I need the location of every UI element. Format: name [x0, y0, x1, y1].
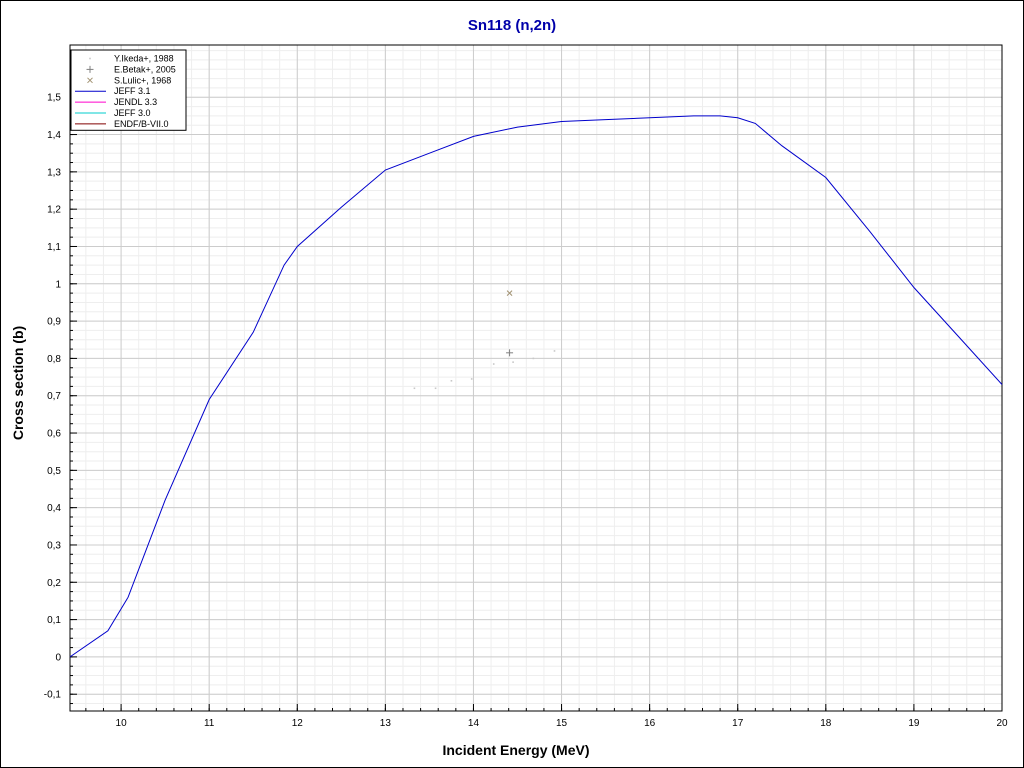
y-tick-label: 0,8: [47, 354, 61, 365]
y-tick-label: 1,3: [47, 167, 61, 178]
x-tick-label: 17: [732, 718, 744, 729]
y-tick-label: 0,9: [47, 317, 61, 328]
x-axis-label: Incident Energy (MeV): [442, 742, 589, 758]
data-point: [553, 350, 556, 352]
y-tick-label: 0,5: [47, 466, 61, 477]
y-tick-label: 0,7: [47, 391, 61, 402]
data-point: [492, 363, 495, 365]
cross-marker-b: [87, 77, 93, 84]
x-tick-label: 14: [468, 718, 480, 729]
x-tick-label: 19: [908, 718, 920, 729]
data-point: [413, 387, 416, 390]
chart-title: Sn118 (n,2n): [468, 17, 556, 34]
y-axis-label: Cross section (b): [10, 326, 26, 440]
y-tick-label: 0,6: [47, 429, 61, 440]
major-grid: [70, 45, 1003, 711]
legend-label: JEFF 3.1: [114, 86, 151, 96]
series-2: [506, 290, 513, 296]
x-tick-label: 15: [556, 718, 568, 729]
x-tick-label: 20: [996, 718, 1008, 729]
legend-label: ENDF/B-VII.0: [114, 119, 169, 129]
x-tick-label: 13: [380, 718, 392, 729]
legend-marker: [86, 65, 94, 73]
data-point: [450, 379, 453, 382]
series-line: [69, 115, 1003, 658]
axis-ticks: 10 11 12 13 14 15 16 17 18 19 20 -0,1 0 0,1 0,2 0,3 0,4 0…: [44, 50, 1008, 729]
legend-marker: [87, 77, 93, 84]
data-point: [434, 387, 437, 390]
legend-label: E.Betak+, 2005: [114, 64, 176, 74]
data-point: [506, 290, 513, 296]
legend-marker: [89, 57, 91, 60]
y-tick-label: 0,1: [47, 615, 61, 626]
x-tick-label: 18: [820, 718, 832, 729]
x-tick-label: 11: [204, 718, 215, 729]
cross-marker-b: [506, 290, 513, 296]
series-1: [506, 349, 514, 357]
y-tick-label: 1,2: [47, 205, 61, 216]
y-tick-label: 1,5: [47, 93, 61, 104]
y-tick-label: -0,1: [44, 690, 62, 701]
data-point: [470, 378, 473, 380]
legend-label: JEFF 3.0: [114, 108, 151, 118]
y-tick-label: 0: [55, 652, 61, 663]
y-tick-label: 0,3: [47, 540, 61, 551]
y-tick-label: 0,2: [47, 578, 61, 589]
series-layer: [69, 115, 1003, 658]
y-tick-label: 0,4: [47, 503, 61, 514]
minor-grid: [70, 45, 1003, 711]
data-point: [506, 349, 514, 357]
x-tick-label: 16: [644, 718, 656, 729]
x-tick-label: 10: [116, 718, 128, 729]
legend-box: [70, 49, 187, 131]
y-tick-label: 1,1: [47, 242, 61, 253]
legend-label: JENDL 3.3: [114, 97, 157, 107]
y-tick-label: 1: [55, 279, 61, 290]
legend-label: S.Lulic+, 1968: [114, 75, 171, 85]
data-point: [512, 361, 514, 363]
x-tick-label: 12: [292, 718, 304, 729]
series-0: [413, 350, 556, 390]
y-tick-label: 1,4: [47, 130, 61, 141]
plot-area-border: [69, 44, 1003, 712]
legend-label: Y.Ikeda+, 1988: [114, 54, 174, 64]
series-3: [69, 115, 1003, 658]
data-point: [532, 357, 535, 360]
